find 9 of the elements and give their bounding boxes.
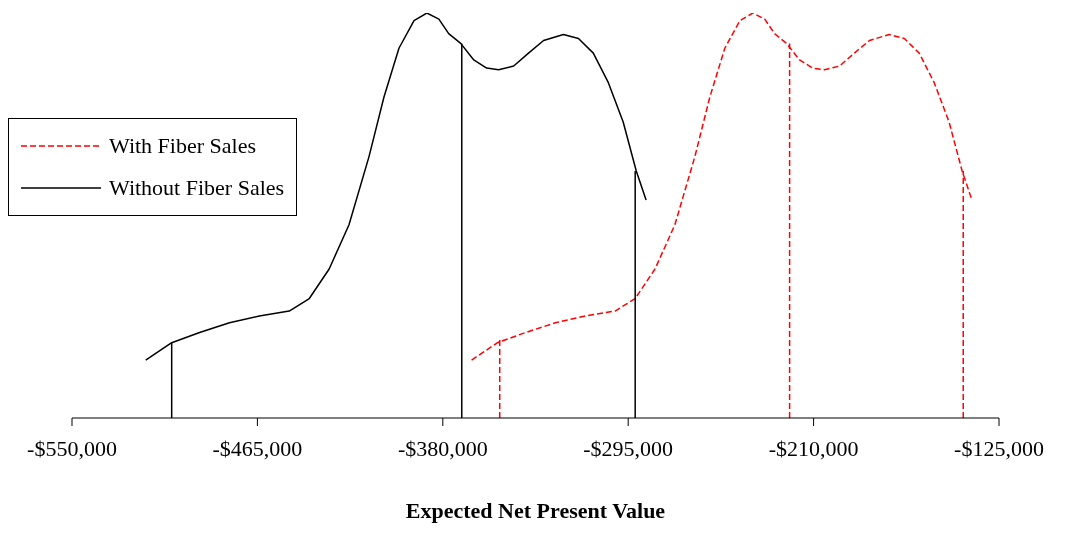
x-tick-label: -$125,000 bbox=[954, 435, 1044, 461]
x-tick-label: -$465,000 bbox=[212, 435, 303, 461]
x-tick-label: -$210,000 bbox=[768, 435, 859, 461]
x-tick-label: -$550,000 bbox=[27, 435, 117, 461]
legend-label: With Fiber Sales bbox=[109, 133, 256, 159]
x-axis-title: Expected Net Present Value bbox=[405, 498, 666, 523]
x-tick-label: -$380,000 bbox=[397, 435, 488, 461]
x-tick-label: -$295,000 bbox=[583, 435, 674, 461]
legend-label: Without Fiber Sales bbox=[109, 175, 285, 201]
